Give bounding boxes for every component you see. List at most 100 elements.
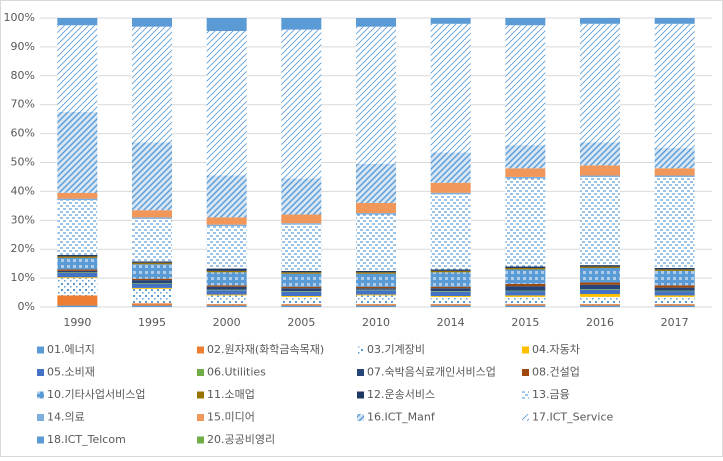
bar-segment: [57, 278, 98, 296]
bar-segment: [654, 291, 695, 296]
bar-segment: [580, 296, 620, 305]
legend-swatch: [197, 391, 204, 399]
bar-segment: [654, 287, 695, 291]
bar-segment: [580, 23, 620, 143]
legend-label: 14.의료: [47, 411, 85, 424]
y-tick-label: 100%: [4, 11, 35, 24]
bar-segment: [430, 291, 471, 292]
bar-segment: [132, 262, 172, 265]
y-tick-label: 90%: [11, 40, 35, 53]
legend-swatch: [197, 346, 204, 354]
bar-segment: [132, 18, 172, 27]
bar-segment: [356, 295, 396, 305]
bar-segment: [356, 289, 396, 291]
legend-label: 05.소비재: [47, 366, 95, 379]
bar-segment: [505, 283, 546, 287]
bar-segment: [281, 29, 322, 179]
bar-segment: [580, 284, 620, 290]
bar-segment: [132, 303, 172, 306]
legend-label: 07.숙박음식료개인서비스업: [367, 366, 496, 379]
bar-segment: [505, 295, 546, 297]
bar-segment: [206, 272, 247, 286]
bar-segment: [57, 295, 98, 306]
bar-segment: [57, 277, 98, 279]
bar-segment: [430, 291, 471, 297]
bar-segment: [430, 286, 471, 289]
bar-segment: [206, 305, 247, 307]
bar-segment: [356, 163, 396, 203]
bar-segment: [57, 256, 98, 258]
bar-segment: [132, 264, 172, 279]
x-tick-label: 2015: [511, 316, 539, 329]
bar-segment: [132, 283, 172, 284]
bar-segment: [132, 305, 172, 307]
bar-segment: [206, 217, 247, 225]
y-tick-label: 50%: [11, 156, 35, 169]
bar-segment: [580, 165, 620, 176]
bar-segment: [356, 288, 396, 290]
bar-segment: [430, 305, 471, 307]
bar-segment: [57, 198, 98, 201]
legend-label: 16.ICT_Manf: [367, 411, 436, 424]
bar-segment: [580, 289, 620, 290]
bar-segment: [206, 286, 247, 290]
bar-segment: [206, 290, 247, 295]
bar-segment: [430, 296, 471, 297]
x-tick-label: 2016: [586, 316, 614, 329]
bar-segment: [57, 272, 98, 278]
bar-segment: [57, 270, 98, 273]
bar-segment: [206, 294, 247, 296]
y-tick-label: 60%: [11, 127, 35, 140]
bar-segment: [281, 270, 322, 273]
bar-segment: [430, 296, 471, 305]
bar-segment: [132, 278, 172, 281]
bar-segment: [281, 304, 322, 306]
bar-segment: [654, 285, 695, 288]
bar-segment: [505, 178, 546, 267]
legend-swatch: [197, 414, 204, 421]
bar-segment: [580, 267, 620, 283]
bar-segment: [281, 224, 322, 271]
bar-segment: [281, 288, 322, 292]
bar-segment: [57, 192, 98, 199]
bar-segment: [57, 25, 98, 112]
legend-label: 08.건설업: [532, 366, 580, 379]
bar-segment: [132, 26, 172, 143]
bar-segment: [132, 283, 172, 288]
bar-segment: [281, 291, 322, 297]
bar-segment: [356, 272, 396, 274]
legend-swatch: [357, 346, 364, 354]
bar-segment: [356, 290, 396, 295]
bar-segment: [505, 18, 546, 26]
bar-segment: [281, 223, 322, 225]
y-tick-label: 70%: [11, 98, 35, 111]
legend-swatch: [522, 346, 529, 354]
bar-segment: [580, 282, 620, 285]
bar-segment: [505, 145, 546, 169]
bar-segment: [654, 23, 695, 149]
bar-segment: [505, 304, 546, 306]
bar-segment: [430, 194, 471, 270]
bar-segment: [281, 273, 322, 287]
bar-segment: [356, 214, 396, 271]
legend-swatch: [37, 436, 44, 444]
legend-label: 20.공공비영리: [207, 433, 275, 446]
bar-segment: [57, 254, 98, 257]
bar-segment: [356, 26, 396, 164]
x-tick-label: 1990: [63, 316, 91, 329]
bar-segment: [356, 304, 396, 306]
bar-segment: [505, 291, 546, 296]
bar-segment: [580, 305, 620, 307]
legend-label: 18.ICT_Telcom: [47, 433, 126, 446]
bar-segment: [580, 304, 620, 306]
bar-segment: [654, 290, 695, 292]
legend-swatch: [357, 391, 364, 399]
legend-swatch: [37, 346, 44, 354]
bar-segment: [580, 176, 620, 266]
bar-segment: [132, 210, 172, 218]
legend-swatch: [522, 414, 529, 421]
bar-segment: [206, 285, 247, 287]
bar-segment: [132, 217, 172, 219]
y-tick-label: 20%: [11, 242, 35, 255]
bar-segment: [505, 290, 546, 292]
